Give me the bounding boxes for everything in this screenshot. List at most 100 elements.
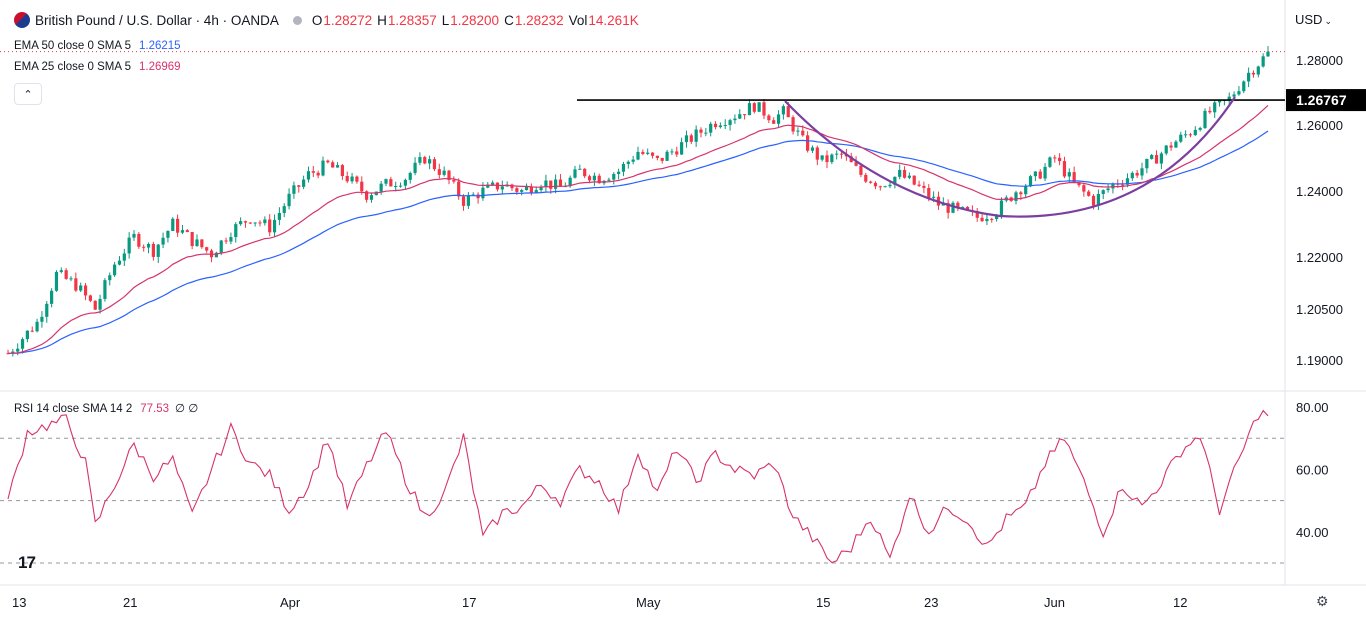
time-tick-label: 17 — [462, 595, 476, 610]
chevron-down-icon: ⌄ — [1324, 16, 1332, 26]
candle — [461, 194, 466, 211]
candle — [612, 172, 616, 185]
candle — [331, 160, 335, 168]
candle — [335, 162, 340, 168]
candle — [442, 166, 446, 177]
candle — [1251, 70, 1256, 78]
candle — [287, 188, 291, 210]
time-tick-label: 13 — [12, 595, 26, 610]
candle — [1159, 151, 1163, 170]
candle — [176, 214, 180, 237]
candle — [573, 165, 577, 179]
candle — [132, 230, 136, 241]
candle — [248, 222, 252, 225]
candle — [520, 188, 524, 196]
candle — [447, 169, 451, 185]
candle — [864, 172, 868, 184]
rsi-tick-label: 80.00 — [1296, 400, 1329, 415]
candle — [1261, 53, 1265, 68]
candle — [408, 171, 412, 184]
candle — [20, 337, 25, 354]
candle — [137, 232, 141, 249]
candle — [878, 185, 882, 191]
candle — [200, 239, 204, 249]
high-key: H — [377, 12, 387, 28]
resistance-price-label: 1.26767 — [1296, 92, 1347, 108]
candle — [636, 146, 640, 161]
candle — [394, 181, 398, 192]
candle — [922, 181, 926, 194]
candle — [1169, 141, 1173, 151]
candle — [980, 213, 984, 223]
candle — [326, 159, 330, 164]
candle — [452, 176, 456, 184]
candle — [510, 183, 514, 192]
time-tick-label: 21 — [123, 595, 137, 610]
close-value: 1.28232 — [514, 12, 564, 28]
candle — [1038, 169, 1042, 180]
candle — [796, 127, 800, 137]
candle — [1058, 153, 1062, 166]
rsi-legend[interactable]: RSI 14 close SMA 14 2 77.53 ∅ ∅ — [14, 401, 198, 415]
candle — [670, 148, 674, 155]
time-tick-label: 15 — [816, 595, 830, 610]
ema50-line — [8, 130, 1269, 354]
candle — [69, 276, 73, 282]
collapse-legend-button[interactable]: ⌃ — [14, 83, 42, 105]
candle — [79, 282, 83, 293]
candle — [539, 184, 543, 193]
candle — [1048, 156, 1052, 168]
candle — [873, 181, 878, 190]
candle — [306, 166, 311, 183]
candle — [224, 237, 228, 244]
time-tick-label: Apr — [280, 595, 301, 610]
price-pane — [0, 46, 1285, 357]
rsi-label: RSI 14 close SMA 14 2 — [14, 403, 133, 415]
candle — [1014, 190, 1018, 205]
price-tick-label: 1.19000 — [1296, 353, 1343, 368]
candle — [839, 151, 844, 159]
candle — [1106, 183, 1110, 193]
candle — [1174, 139, 1178, 148]
symbol-title[interactable]: British Pound / U.S. Dollar · 4h · OANDA — [35, 12, 279, 28]
time-tick-label: 12 — [1173, 595, 1187, 610]
candle — [815, 145, 819, 166]
currency-selector[interactable]: USD ⌄ — [1295, 12, 1332, 27]
candle — [956, 201, 960, 211]
candle — [234, 222, 238, 243]
candle — [263, 216, 267, 226]
candle — [239, 217, 243, 226]
price-tick-label: 1.26000 — [1296, 118, 1343, 133]
candle — [975, 208, 979, 222]
candle — [195, 234, 199, 247]
candle — [59, 267, 63, 274]
candle — [1121, 180, 1125, 191]
candle — [30, 326, 34, 333]
candle — [869, 180, 873, 184]
ema50-value: 1.26215 — [138, 40, 181, 52]
candle — [428, 155, 432, 170]
candle — [946, 199, 950, 219]
price-tick-label: 1.28000 — [1296, 53, 1343, 68]
candle — [340, 164, 344, 180]
candle — [272, 214, 277, 237]
candle — [699, 127, 703, 138]
candle — [578, 164, 582, 170]
candle — [1237, 86, 1241, 96]
candle — [772, 117, 776, 124]
market-status-icon — [292, 15, 302, 25]
open-value: 1.28272 — [323, 12, 373, 28]
candle — [917, 180, 921, 188]
candle — [1150, 153, 1154, 160]
ema50-legend[interactable]: EMA 50 close 0 SMA 5 1.26215 — [14, 40, 181, 52]
candle — [457, 178, 461, 200]
settings-gear-icon[interactable]: ⚙ — [1316, 593, 1329, 609]
candle — [1188, 132, 1193, 138]
candle — [268, 214, 272, 237]
candle — [791, 115, 795, 135]
candle — [403, 178, 407, 191]
candle — [583, 168, 587, 179]
price-tick-label: 1.20500 — [1296, 302, 1343, 317]
ema25-legend[interactable]: EMA 25 close 0 SMA 5 1.26969 — [14, 61, 181, 73]
